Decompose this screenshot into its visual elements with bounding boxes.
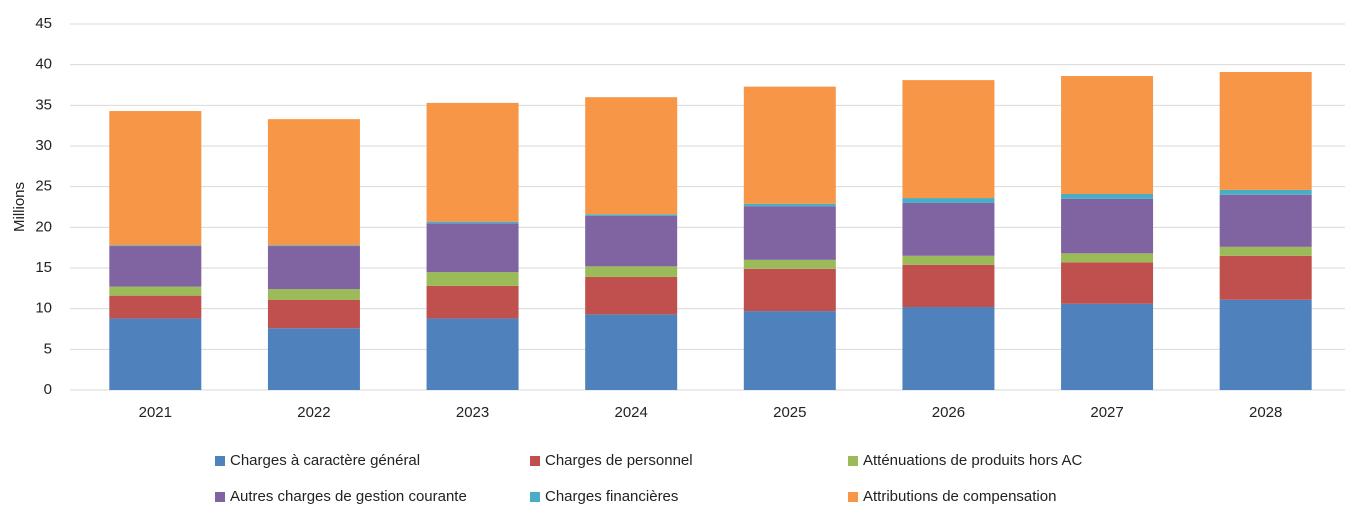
y-tick-label: 35 [35,96,52,113]
bar-segment [1219,246,1312,256]
bar-segment [109,286,202,296]
bar-segment [109,245,202,247]
y-tick-label: 10 [35,300,52,317]
bar-segment [426,223,519,273]
y-tick-label: 25 [35,178,52,195]
bar-segment [267,246,360,290]
bar-segment [902,80,995,199]
legend-label: Charges financières [545,488,678,505]
bar-segment [902,202,995,256]
bar-segment [1061,76,1154,194]
bar-segment [109,246,202,287]
legend-swatch [848,456,858,466]
bar-segment [743,203,836,207]
bar-segment [1219,299,1312,390]
bar-segment [902,198,995,203]
bar-segment [267,299,360,329]
bar-segment [1219,194,1312,247]
x-tick-label: 2025 [773,404,806,421]
bar-segment [109,295,202,319]
legend-label: Charges de personnel [545,452,693,469]
bar-segment [267,245,360,247]
bar-segment [1219,255,1312,300]
x-tick-label: 2023 [456,404,489,421]
y-tick-label: 30 [35,137,52,154]
y-tick-label: 5 [44,340,52,357]
bar-segment [1219,189,1312,195]
y-tick-label: 20 [35,218,52,235]
legend-swatch [530,456,540,466]
bar-segment [743,259,836,269]
bar-segment [109,318,202,390]
bar-segment [585,214,678,216]
y-tick-label: 15 [35,259,52,276]
legend-swatch [215,492,225,502]
bar-segment [585,314,678,390]
legend-swatch [215,456,225,466]
bar-segment [1061,262,1154,304]
bar-segment [426,102,519,222]
bar-segment [585,276,678,315]
legend-label: Autres charges de gestion courante [230,488,467,505]
bar-segment [1061,253,1154,263]
bar-segment [585,97,678,215]
legend-label: Atténuations de produits hors AC [863,452,1082,469]
legend-swatch [530,492,540,502]
legend-swatch [848,492,858,502]
bar-segment [1061,193,1154,199]
bar-segment [426,272,519,286]
bar-segment [426,221,519,224]
x-tick-label: 2026 [932,404,965,421]
x-tick-label: 2022 [297,404,330,421]
legend-label: Attributions de compensation [863,488,1056,505]
bar-segment [426,318,519,390]
bar-segment [585,215,678,267]
x-tick-label: 2028 [1249,404,1282,421]
bar-segment [743,268,836,312]
bar-segment [1061,303,1154,390]
bar-segment [1061,198,1154,254]
legend-label: Charges à caractère général [230,452,420,469]
bar-segment [743,86,836,204]
bar-segment [902,307,995,390]
bar-segment [426,285,519,319]
x-tick-label: 2021 [139,404,172,421]
y-axis-label: Millions [11,182,28,232]
bar-segment [743,206,836,260]
x-tick-label: 2024 [615,404,648,421]
bar-segment [902,264,995,308]
bar-segment [109,111,202,246]
bar-segment [267,328,360,390]
y-tick-label: 45 [35,15,52,32]
y-tick-label: 0 [44,381,52,398]
bar-segment [1219,71,1312,190]
x-tick-label: 2027 [1090,404,1123,421]
bar-segment [743,311,836,390]
bar-segment [902,255,995,265]
bar-segment [267,119,360,246]
y-tick-label: 40 [35,56,52,73]
bar-segment [267,289,360,300]
bar-segment [585,266,678,277]
